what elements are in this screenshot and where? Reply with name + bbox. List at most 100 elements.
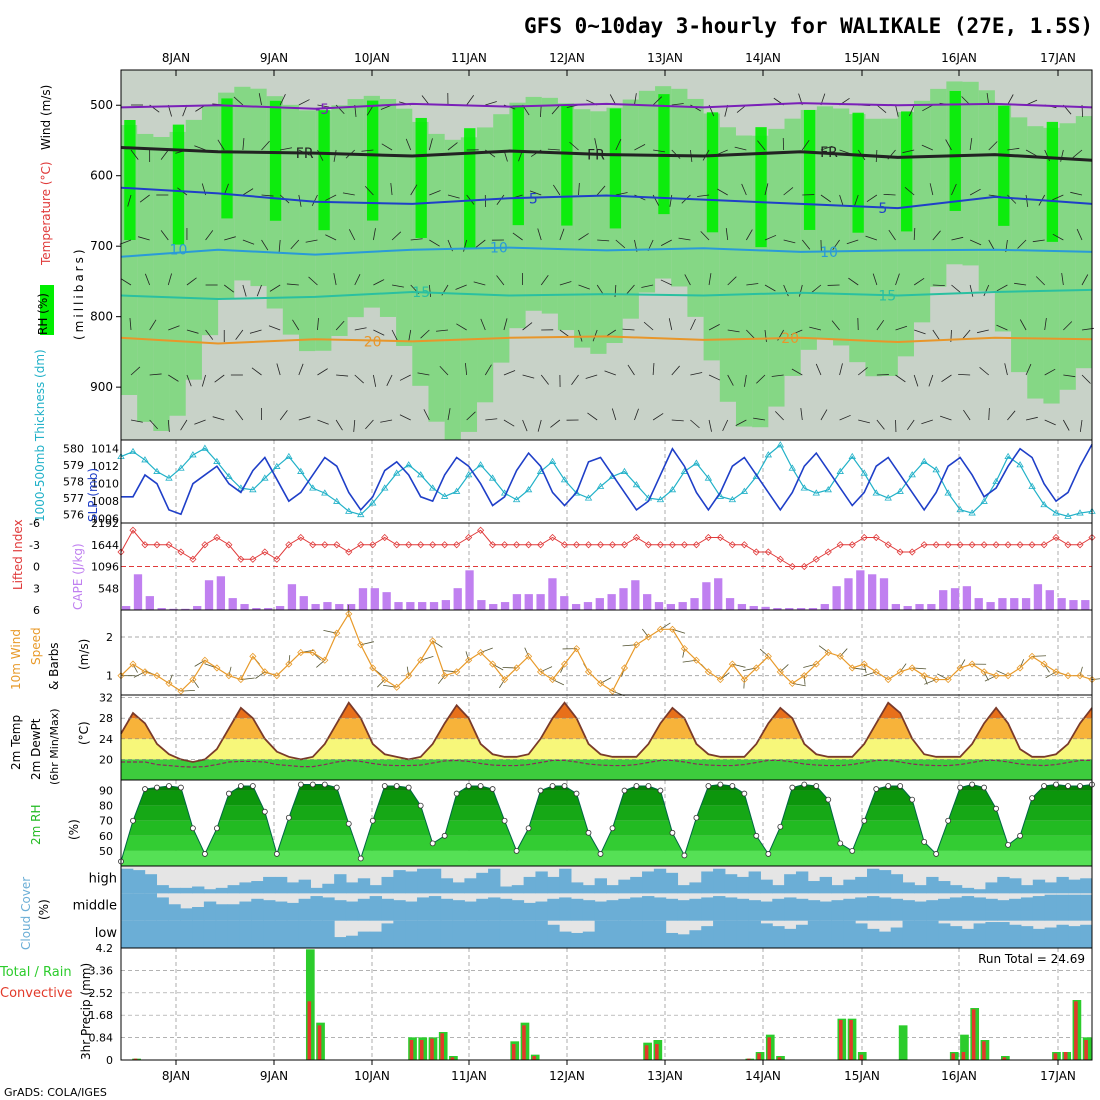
rh-tick: 50	[99, 845, 113, 858]
wind-barb	[1007, 94, 1014, 106]
wind-speed-marker	[932, 675, 940, 684]
rh-band	[881, 118, 898, 376]
xtick-bottom-label: 14JAN	[745, 1069, 781, 1083]
cape-bar	[891, 604, 900, 610]
precip-conv-bar	[849, 1020, 853, 1060]
wind-barb	[876, 419, 885, 430]
precip-conv-bar	[951, 1053, 956, 1060]
wind10m-barb	[803, 675, 806, 685]
cape-bar	[879, 578, 889, 610]
wind-speed-marker	[968, 660, 976, 668]
wind-barb	[700, 231, 710, 241]
wind-barb	[697, 194, 710, 197]
thickness-marker	[560, 476, 569, 483]
wind-barb	[167, 273, 172, 286]
cape-bar	[1045, 590, 1054, 610]
lifted-marker	[477, 526, 485, 534]
cape-bar	[536, 594, 545, 610]
temp-label-3: (6hr Min/Max)	[48, 708, 61, 785]
lifted-tick: -6	[29, 517, 40, 530]
precip-conv-bar	[655, 1044, 659, 1060]
wind-barb	[119, 239, 132, 245]
cloud-low-bar	[570, 932, 584, 948]
rh-band	[833, 108, 850, 346]
cape-tick: 1644	[91, 539, 119, 552]
wind-speed-marker	[441, 672, 449, 680]
rh-marker	[657, 787, 664, 794]
cape-bar	[702, 582, 711, 610]
rh-marker	[321, 781, 328, 788]
cloud-middle-bar	[440, 898, 454, 921]
rh-marker	[202, 851, 208, 857]
lifted-tick: 3	[33, 582, 40, 595]
wind-barb	[496, 275, 505, 286]
wind-speed-marker	[776, 668, 784, 676]
wind-barb	[746, 283, 759, 286]
wind-barb	[410, 238, 423, 241]
wind-barb	[1007, 410, 1016, 421]
wind10m-barb	[132, 663, 138, 673]
lifted-marker	[704, 533, 712, 542]
wind-barb	[553, 184, 561, 196]
wind-speed-marker	[213, 664, 221, 672]
wind-barb	[1044, 419, 1056, 426]
rh-band	[185, 119, 202, 380]
cloud-high-bar	[132, 870, 146, 894]
thickness-marker	[129, 447, 137, 455]
rh-marker	[681, 852, 688, 859]
thickness-tick: 580	[63, 442, 84, 455]
cloud-low-bar	[1044, 927, 1057, 948]
rh-marker	[333, 784, 340, 791]
cloud-high-bar	[570, 882, 584, 894]
thickness-marker	[572, 489, 581, 496]
wind-speed-marker	[788, 679, 796, 687]
wind-barb	[429, 239, 440, 247]
cloud-high-bar	[914, 885, 927, 894]
wind-barb	[292, 319, 300, 331]
lifted-marker	[656, 541, 665, 549]
lifted-marker	[872, 533, 880, 542]
rh-band	[719, 127, 736, 402]
cape-bar	[974, 598, 983, 610]
lifted-marker	[297, 533, 305, 542]
cape-bar	[856, 570, 865, 610]
wind-barb	[811, 284, 822, 293]
wind-barb	[423, 409, 430, 421]
cloud-middle-bar	[192, 907, 205, 921]
wind-barb	[391, 284, 404, 288]
cloud-middle-bar	[724, 897, 738, 921]
cloud-middle-bar	[203, 901, 217, 921]
precip-conv-bar	[747, 1058, 751, 1060]
isotherm-label: FR	[296, 146, 314, 162]
wind-barb	[791, 329, 803, 336]
wind-barb	[186, 277, 197, 286]
wind-barb	[722, 419, 729, 432]
thickness-tick: 578	[63, 476, 84, 489]
wind-barb	[1032, 239, 1045, 243]
wind-barb	[969, 138, 973, 151]
rh-band	[477, 127, 494, 403]
lifted-marker	[980, 541, 988, 549]
wind10m-barb	[1032, 655, 1047, 657]
wind-unit: (m/s)	[77, 639, 91, 670]
wind-barb	[194, 145, 206, 151]
cloud-high-bar	[452, 882, 465, 894]
rh-marker	[1077, 783, 1083, 789]
wind-barb	[820, 145, 833, 151]
lifted-tick: 0	[33, 561, 40, 574]
cloud-high-bar	[713, 868, 726, 894]
cloud-high-bar	[547, 876, 560, 894]
cape-bar	[133, 574, 143, 610]
cape-bar	[264, 608, 273, 610]
cloud-high-bar	[1009, 878, 1022, 894]
wind-barb	[988, 141, 998, 151]
cloud-high-bar	[855, 876, 868, 894]
rh-marker	[561, 783, 568, 789]
wind-barb	[764, 183, 769, 196]
wind10m-barb	[192, 679, 199, 688]
precip-conv-bar	[1053, 1053, 1058, 1060]
lifted-marker	[525, 541, 533, 549]
rh-marker	[357, 855, 364, 862]
cloud-low-bar	[1020, 926, 1034, 948]
